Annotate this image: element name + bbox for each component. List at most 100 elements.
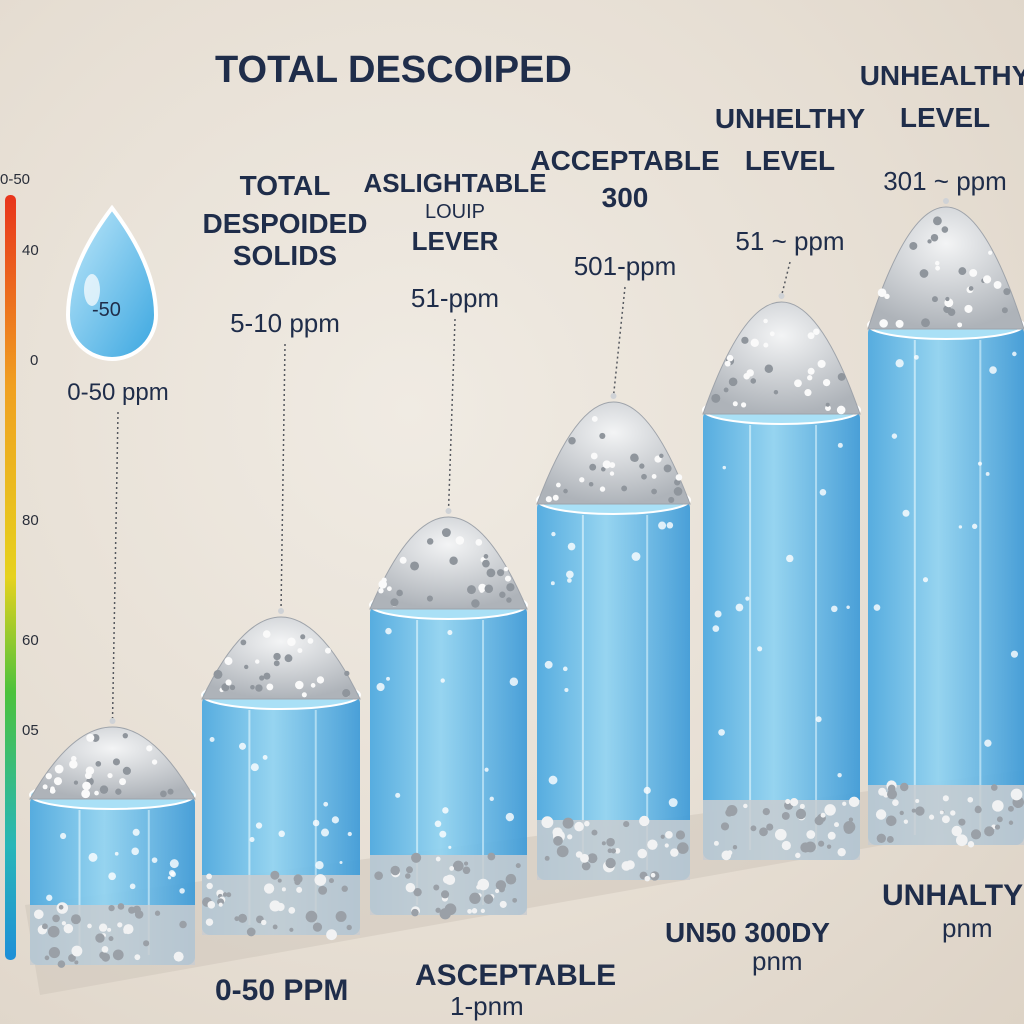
- sediment-grain: [435, 907, 441, 913]
- bubble: [448, 845, 452, 849]
- sediment-grain: [312, 922, 323, 932]
- bubble: [347, 831, 352, 837]
- bar-label: ASLIGHTABLE: [364, 168, 547, 198]
- sediment-grain: [63, 923, 74, 934]
- bar-label: UNHEALTHY: [860, 60, 1024, 91]
- sediment-grain: [294, 879, 301, 886]
- bubble: [714, 610, 722, 618]
- sediment-grain: [226, 892, 232, 898]
- bubble: [1012, 351, 1017, 357]
- sediment-grain: [108, 936, 114, 942]
- sediment-grain: [101, 952, 111, 962]
- sediment-grain: [818, 840, 825, 847]
- pile-grain: [877, 288, 887, 297]
- sediment-grain: [326, 929, 337, 941]
- y-tick: 80: [22, 512, 39, 529]
- sediment-grain: [128, 906, 136, 914]
- pile-grain: [1003, 288, 1011, 296]
- bar-pile: [702, 301, 861, 415]
- sediment-grain: [70, 914, 81, 925]
- sediment-grain: [98, 923, 108, 932]
- sediment-grain: [750, 825, 757, 832]
- sediment-grain: [664, 843, 669, 848]
- pile-grain: [750, 378, 757, 384]
- bar-water: [703, 410, 860, 860]
- sediment-grain: [237, 913, 248, 923]
- leader-line: [111, 411, 119, 722]
- pile-grain: [266, 683, 274, 691]
- sediment-grain: [781, 812, 790, 820]
- bubble: [255, 822, 263, 829]
- pile-grain: [764, 364, 774, 373]
- sediment-grain: [623, 821, 630, 828]
- pile-grain: [506, 583, 515, 592]
- sediment-grain: [234, 916, 240, 922]
- bubble: [509, 677, 519, 686]
- pile-grain: [503, 566, 509, 572]
- bar-3: [369, 318, 528, 920]
- sediment-grain: [346, 924, 352, 931]
- bar-label: LOUIP: [425, 201, 485, 223]
- sediment-grain: [885, 815, 897, 827]
- bubble: [958, 525, 963, 529]
- pile-grain: [342, 689, 351, 698]
- water-drop-icon: [65, 204, 159, 361]
- sediment-grain: [68, 954, 76, 962]
- pile-grain: [935, 265, 941, 271]
- sediment-grain: [263, 883, 275, 894]
- bubble: [566, 570, 574, 579]
- bubble: [643, 786, 651, 794]
- pile-grain: [675, 474, 683, 481]
- pile-grain: [983, 275, 992, 284]
- pile-grain: [426, 538, 434, 545]
- pile-grain: [410, 561, 420, 571]
- sediment-grain: [887, 789, 898, 800]
- sediment-grain: [670, 848, 679, 857]
- pile-grain: [378, 580, 387, 589]
- bubble: [757, 646, 763, 652]
- pile-grain: [732, 401, 738, 407]
- pile-grain: [741, 336, 749, 344]
- sediment-grain: [206, 882, 213, 890]
- bubble: [484, 767, 489, 772]
- drop-label: -50: [92, 299, 121, 321]
- pile-grain: [599, 432, 606, 439]
- sediment-grain: [799, 803, 805, 809]
- pile-grain: [673, 487, 683, 496]
- pile-grain: [49, 787, 56, 794]
- sediment-grain: [915, 799, 920, 804]
- bar-label: 301 ~ ppm: [883, 166, 1007, 196]
- bubble: [376, 682, 385, 692]
- sediment-grain: [101, 945, 109, 953]
- bar-label: ACCEPTABLE: [530, 145, 719, 176]
- pile-grain: [909, 241, 918, 250]
- pile-grain: [743, 372, 750, 380]
- pile-grain: [601, 466, 606, 472]
- sediment-grain: [512, 897, 518, 903]
- sediment-grain: [967, 841, 975, 848]
- pile-grain: [895, 319, 904, 328]
- sediment-grain: [47, 925, 60, 938]
- sediment-grain: [495, 888, 500, 894]
- sediment-grain: [721, 850, 732, 861]
- sediment-grain: [112, 949, 124, 961]
- pile-grain: [943, 305, 951, 314]
- sediment-grain: [713, 840, 719, 846]
- bubble: [722, 465, 726, 470]
- pile-grain: [160, 790, 167, 798]
- bubble: [442, 807, 449, 814]
- pile-grain: [794, 379, 802, 388]
- sediment-grain: [720, 822, 730, 831]
- sediment-grain: [272, 924, 278, 930]
- sediment-grain: [71, 945, 83, 957]
- pile-grain: [122, 766, 131, 775]
- pile-grain: [86, 733, 95, 742]
- pile-grain: [921, 318, 930, 328]
- pile-grain: [763, 342, 769, 348]
- sediment-grain: [827, 831, 836, 840]
- sediment-grain: [261, 919, 267, 926]
- sediment-grain: [477, 878, 490, 891]
- sediment-grain: [58, 904, 64, 910]
- chart-title: TOTAL DESCOIPED: [215, 49, 572, 91]
- bubble: [548, 775, 558, 785]
